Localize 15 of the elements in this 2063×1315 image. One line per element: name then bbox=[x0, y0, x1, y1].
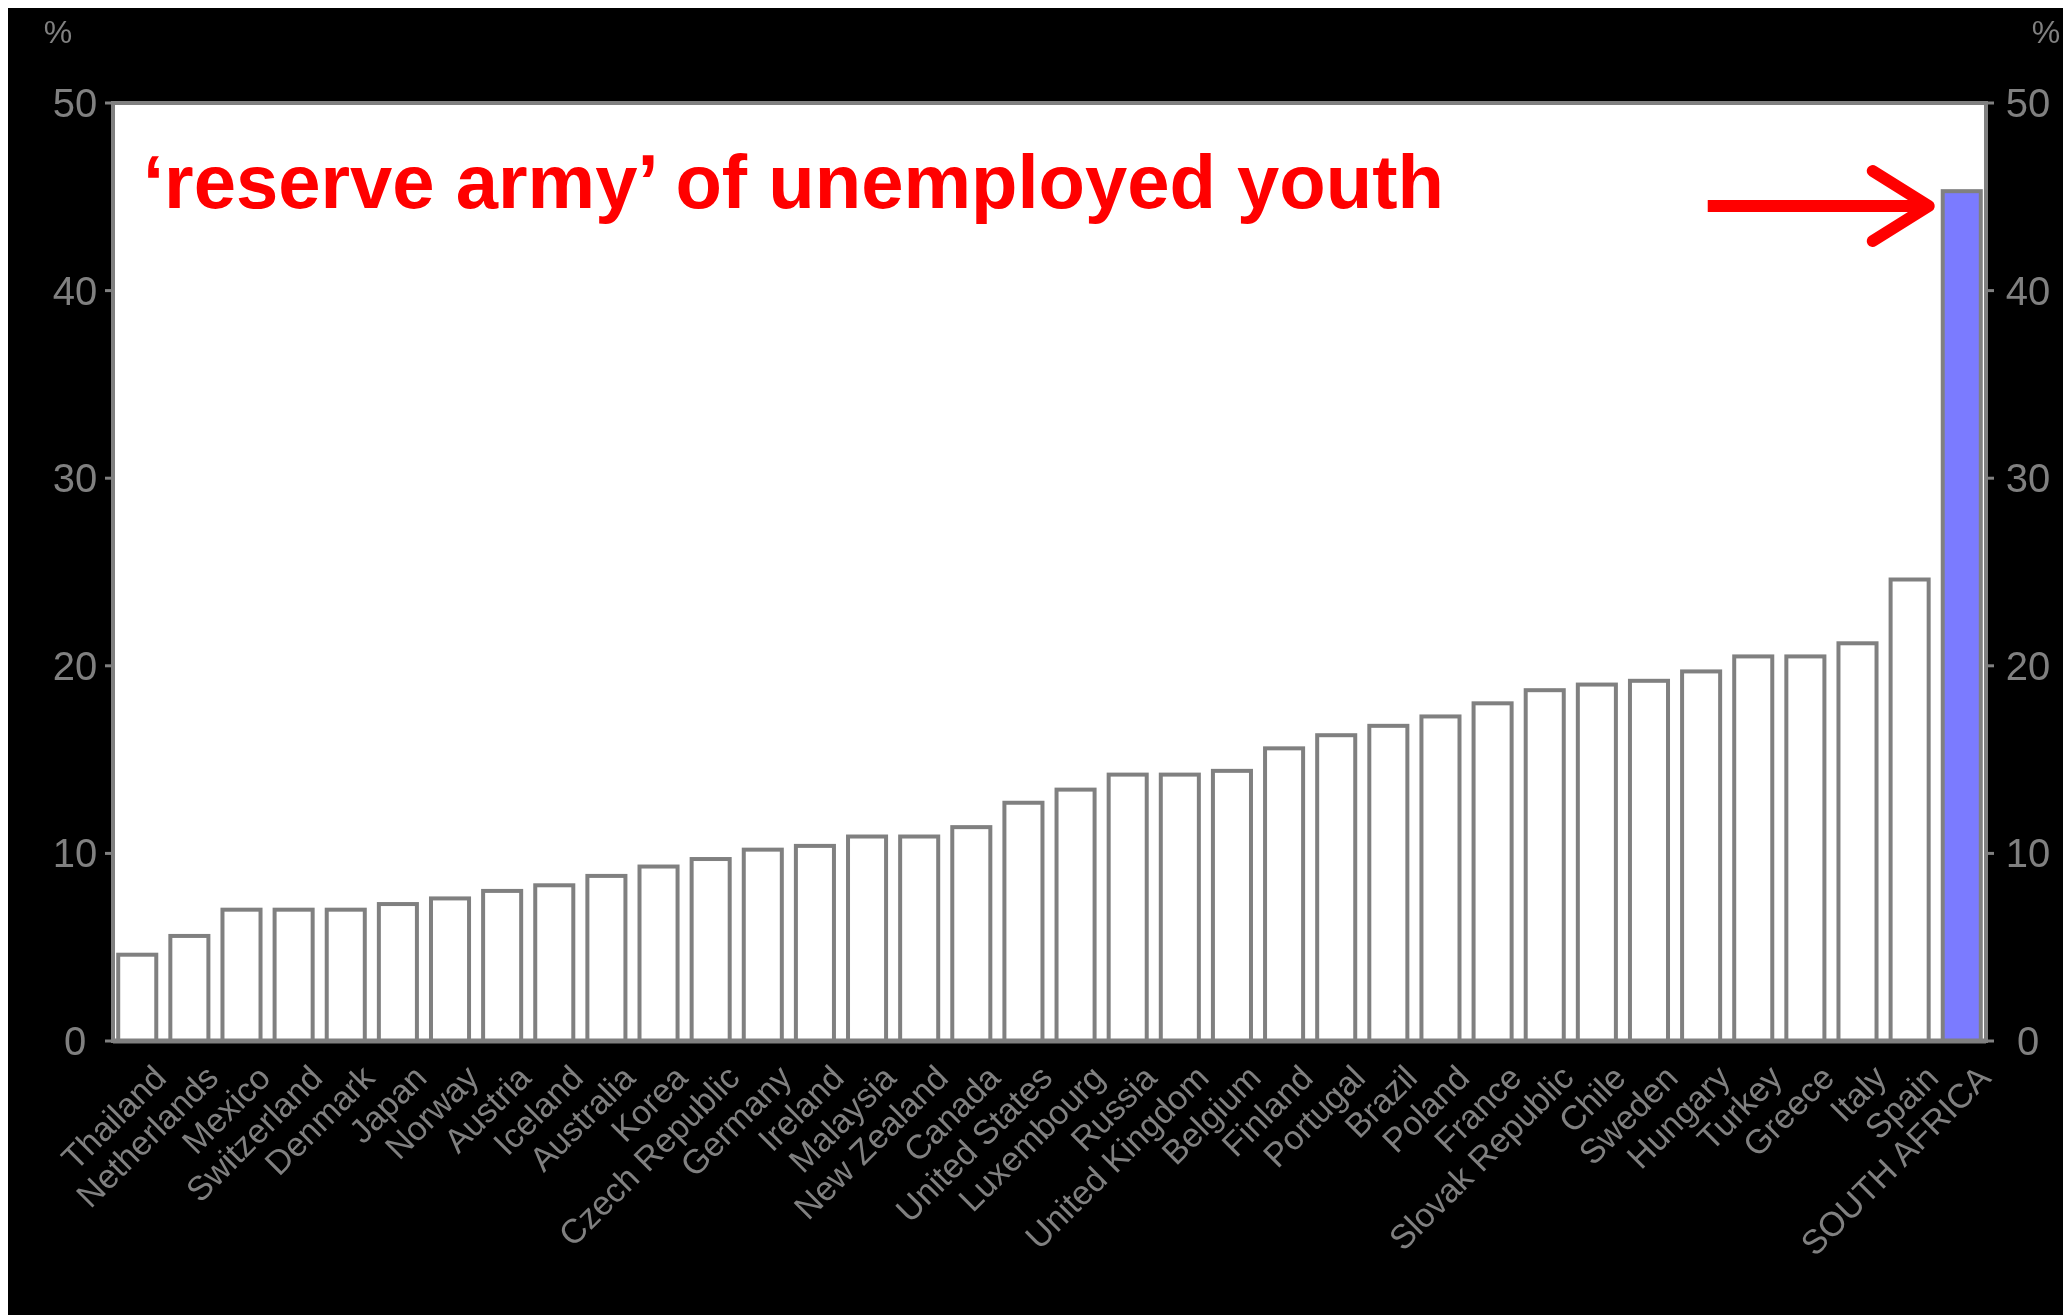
y2-tick-label: 10 bbox=[2005, 831, 2051, 876]
y-tick-label: 40 bbox=[52, 268, 98, 313]
annotation: ‘reserve army’ of unemployed youth bbox=[143, 139, 1444, 224]
y-tick-label: 50 bbox=[52, 81, 98, 125]
y2-tick-label: 30 bbox=[2005, 456, 2051, 501]
y-tick-label: 30 bbox=[52, 456, 98, 501]
y2-tick-label: 50 bbox=[2005, 81, 2051, 125]
y2-axis-title: % bbox=[2031, 14, 2061, 50]
y2-tick-label: 40 bbox=[2005, 268, 2051, 313]
y2-tick-label: 0 bbox=[2016, 1019, 2040, 1063]
y-tick-label: 0 bbox=[63, 1019, 87, 1063]
y2-tick-label: 20 bbox=[2005, 643, 2051, 688]
y-axis-title: % bbox=[43, 14, 73, 50]
y-tick-label: 10 bbox=[52, 831, 98, 876]
y-tick-label: 20 bbox=[52, 643, 98, 688]
